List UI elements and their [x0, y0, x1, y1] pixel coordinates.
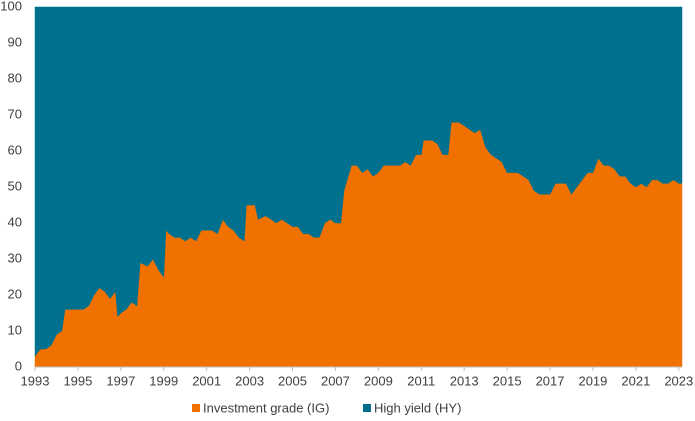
x-tick-label: 1999 — [149, 373, 178, 388]
x-tick-label: 2005 — [278, 373, 307, 388]
x-tick-label: 1993 — [21, 373, 50, 388]
x-tick-label: 2021 — [621, 373, 650, 388]
y-tick-label: 80 — [8, 70, 22, 85]
y-tick-label: 10 — [8, 322, 22, 337]
x-tick-label: 2017 — [536, 373, 565, 388]
y-tick-label: 60 — [8, 142, 22, 157]
x-tick-label: 2007 — [321, 373, 350, 388]
area — [34, 6, 683, 357]
x-tick-label: 2019 — [578, 373, 607, 388]
legend-swatch — [363, 404, 371, 412]
y-tick-label: 90 — [8, 34, 22, 49]
x-tick-label: 2023 — [664, 373, 693, 388]
y-tick-label: 70 — [8, 106, 22, 121]
x-tick-label: 2003 — [235, 373, 264, 388]
x-tick-label: 2015 — [493, 373, 522, 388]
legend-swatch — [192, 404, 200, 412]
y-tick-label: 100 — [0, 0, 22, 13]
y-tick-label: 30 — [8, 250, 22, 265]
x-tick-label: 2013 — [450, 373, 479, 388]
y-tick-label: 20 — [8, 286, 22, 301]
x-tick-label: 2001 — [192, 373, 221, 388]
legend-label: High yield (HY) — [374, 400, 461, 415]
y-tick-label: 40 — [8, 214, 22, 229]
y-tick-label: 50 — [8, 178, 22, 193]
x-tick-label: 1995 — [63, 373, 92, 388]
x-tick-label: 1997 — [106, 373, 135, 388]
x-tick-label: 2011 — [407, 373, 435, 388]
y-tick-label: 0 — [15, 358, 22, 373]
x-tick-label: 2009 — [364, 373, 393, 388]
legend-label: Investment grade (IG) — [203, 400, 329, 415]
